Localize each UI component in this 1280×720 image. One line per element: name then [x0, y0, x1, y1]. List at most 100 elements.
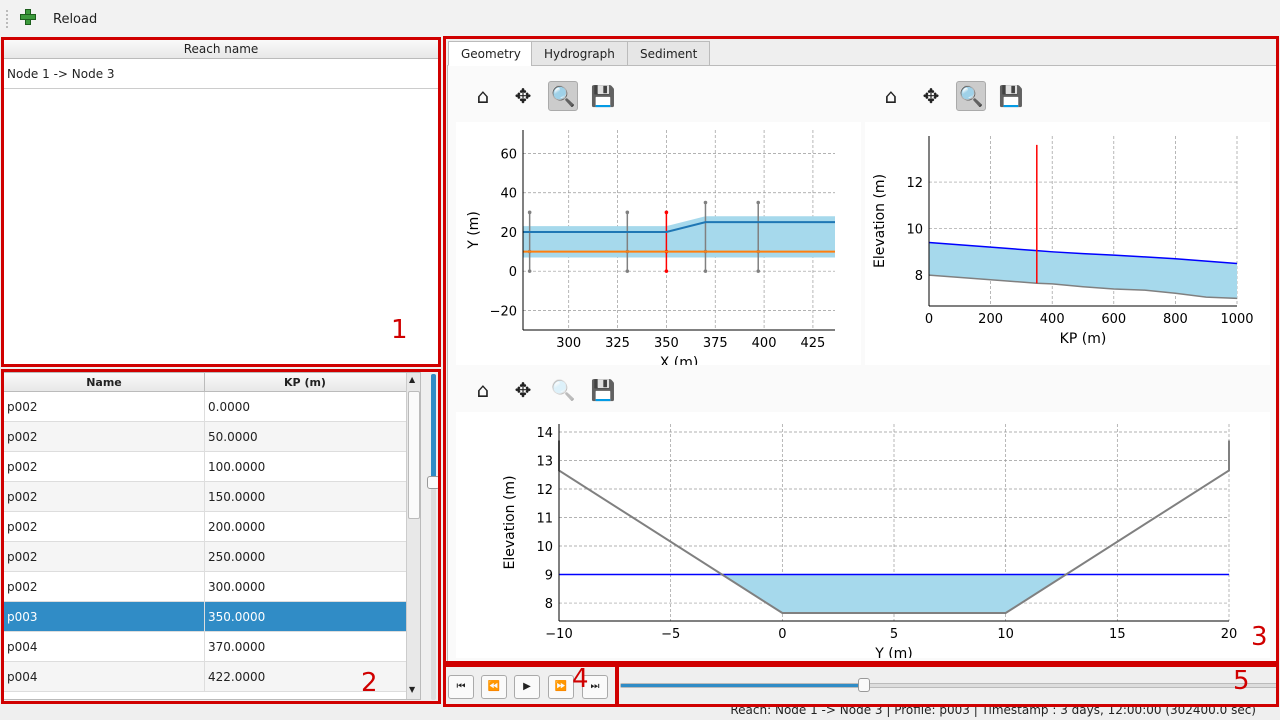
y-axis-label: Elevation (m): [502, 475, 518, 569]
x-tick-label: 5: [890, 627, 898, 642]
profile-row[interactable]: p002 50.0000: [4, 422, 420, 452]
profile-row[interactable]: p003 350.0000: [4, 602, 420, 632]
previous-frame-button[interactable]: ⏪: [481, 675, 507, 699]
profile-row[interactable]: p002 150.0000: [4, 482, 420, 512]
y-axis-label: Y (m): [466, 211, 482, 250]
profile-name-cell: p004: [4, 632, 205, 661]
bed-line: [928, 274, 1238, 300]
y-tick-label: 8: [545, 597, 553, 612]
last-frame-button[interactable]: ⏭: [582, 675, 608, 699]
y-tick-label: 10: [906, 223, 923, 238]
profile-row[interactable]: p002 100.0000: [4, 452, 420, 482]
tab-geometry[interactable]: Geometry: [448, 41, 534, 66]
play-button[interactable]: ▶: [514, 675, 540, 699]
profile-name-cell: p002: [4, 452, 205, 481]
profile-point: [664, 210, 669, 215]
y-tick-label: 9: [545, 569, 553, 584]
y-tick-label: 14: [536, 426, 553, 441]
scroll-up-icon[interactable]: ▲: [409, 375, 416, 384]
profile-name-cell: p004: [4, 662, 205, 691]
profile-kp-cell: 422.0000: [208, 670, 266, 684]
profile-name-cell: p003: [4, 602, 205, 631]
profile-point: [703, 269, 708, 273]
pan-icon[interactable]: ✥: [514, 378, 532, 402]
y-tick-label: 8: [915, 269, 923, 284]
y-tick-label: 0: [509, 265, 517, 280]
home-icon[interactable]: ⌂: [476, 378, 490, 402]
profile-row[interactable]: p002 250.0000: [4, 542, 420, 572]
x-tick-label: 0: [778, 627, 786, 642]
scrollbar-thumb[interactable]: [408, 391, 420, 519]
y-tick-label: 11: [536, 512, 553, 527]
first-frame-button[interactable]: ⏮: [448, 675, 474, 699]
x-tick-label: 400: [752, 336, 777, 351]
reach-row[interactable]: Node 1 -> Node 3: [4, 59, 438, 89]
y-tick-label: 10: [536, 540, 553, 555]
x-tick-label: −10: [545, 627, 572, 642]
profile-slider-handle[interactable]: [427, 476, 440, 489]
x-axis-label: Y (m): [874, 646, 913, 658]
profile-point: [756, 269, 761, 273]
y-tick-label: 20: [500, 226, 517, 241]
cross-section-chart[interactable]: −10 −5 0 5 10 15 20 8 9 10 11 12 13 14 Y (m) Elevation …: [456, 412, 1270, 658]
reload-button[interactable]: Reload: [53, 12, 98, 27]
save-icon[interactable]: 💾: [998, 84, 1024, 108]
next-frame-button[interactable]: ⏩: [548, 675, 574, 699]
x-tick-label: 600: [1101, 312, 1126, 327]
save-icon[interactable]: 💾: [590, 84, 616, 108]
x-axis-label: X (m): [660, 355, 699, 365]
water-band: [523, 216, 835, 258]
pan-icon[interactable]: ✥: [514, 84, 532, 108]
toolbar-grip[interactable]: [6, 10, 9, 28]
profile-kp-cell: 370.0000: [208, 640, 266, 654]
region-label-4: 4: [572, 664, 589, 694]
save-icon[interactable]: 💾: [590, 378, 616, 402]
x-tick-label: 425: [801, 336, 826, 351]
home-icon[interactable]: ⌂: [476, 84, 490, 108]
longitudinal-profile-chart[interactable]: 0 200 400 600 800 1000 8 10 12 KP (m) Elevation (m…: [865, 122, 1270, 365]
region-label-5: 5: [1233, 666, 1250, 696]
timeline-slider-handle[interactable]: [857, 678, 870, 692]
water-area: [929, 242, 1237, 299]
profile-name-cell: p002: [4, 572, 205, 601]
profile-row[interactable]: p002 200.0000: [4, 512, 420, 542]
scroll-down-icon[interactable]: ▼: [409, 685, 416, 694]
table-scrollbar[interactable]: ▲ ▼: [406, 373, 420, 699]
timeline-slider[interactable]: [620, 678, 1278, 692]
profile-kp-cell: 100.0000: [208, 460, 266, 474]
profile-slider[interactable]: [427, 374, 440, 700]
x-tick-label: 20: [1221, 627, 1238, 642]
region-label-2: 2: [361, 668, 378, 698]
profile-name-cell: p002: [4, 482, 205, 511]
profile-kp-cell: 250.0000: [208, 550, 266, 564]
kp-column-header[interactable]: KP (m): [284, 376, 326, 389]
tab-hydrograph[interactable]: Hydrograph: [531, 41, 628, 66]
planform-chart[interactable]: 300 325 350 375 400 425 −20 0 20 40 60 X (m) Y (m): [456, 122, 861, 365]
y-tick-label: 60: [500, 148, 517, 163]
zoom-icon[interactable]: 🔍: [548, 81, 578, 111]
green-plus-icon[interactable]: [20, 9, 36, 25]
profile-kp-cell: 0.0000: [208, 400, 250, 414]
profile-kp-cell: 350.0000: [208, 610, 266, 624]
name-column-header[interactable]: Name: [4, 373, 205, 391]
profile-point: [625, 269, 630, 273]
profile-point: [664, 269, 669, 273]
profile-row[interactable]: p004 422.0000: [4, 662, 420, 692]
reach-name-header[interactable]: Reach name: [4, 40, 438, 59]
profile-kp-cell: 300.0000: [208, 580, 266, 594]
profile-row[interactable]: p004 370.0000: [4, 632, 420, 662]
main-toolbar: Reload: [0, 0, 1280, 38]
pan-icon[interactable]: ✥: [922, 84, 940, 108]
region-label-3: 3: [1251, 622, 1268, 652]
y-tick-label: 13: [536, 454, 553, 469]
y-axis-label: Elevation (m): [872, 174, 888, 268]
x-tick-label: 350: [654, 336, 679, 351]
profile-name-cell: p002: [4, 422, 205, 451]
profile-row[interactable]: p002 0.0000: [4, 392, 420, 422]
tab-sediment[interactable]: Sediment: [627, 41, 711, 66]
zoom-icon[interactable]: 🔍: [956, 81, 986, 111]
zoom-icon[interactable]: 🔍: [550, 378, 576, 402]
profile-row[interactable]: p002 300.0000: [4, 572, 420, 602]
y-tick-label: 40: [500, 187, 517, 202]
home-icon[interactable]: ⌂: [884, 84, 898, 108]
